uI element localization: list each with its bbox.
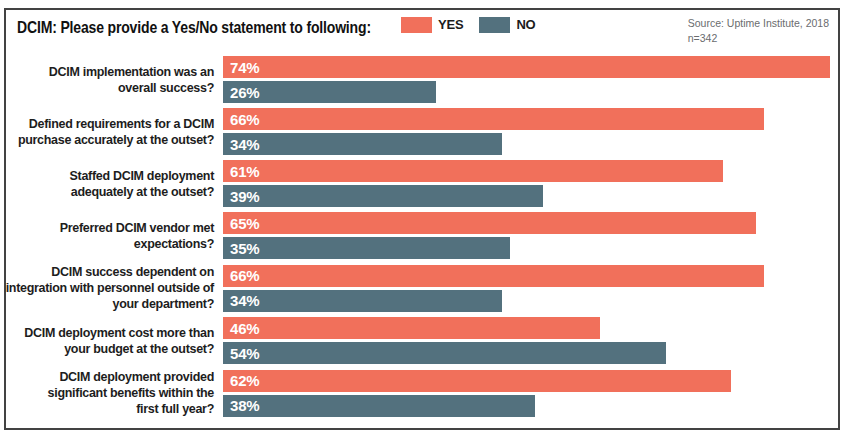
no-value-label: 38% [230,397,259,414]
yes-bar: 62% [223,370,731,392]
no-bar: 34% [223,133,502,155]
legend-no-swatch [479,17,510,33]
question-label-line: your department? [113,296,214,312]
source-note: Source: Uptime Institute, 2018 n=342 [688,16,829,45]
question-row: DCIM deployment providedsignificant bene… [6,369,838,417]
yes-bar: 61% [223,160,723,182]
question-label-line: DCIM deployment provided [59,369,214,385]
source-line: Source: Uptime Institute, 2018 [688,16,829,31]
bar-pair: 74%26% [223,56,830,103]
yes-value-label: 61% [230,163,259,180]
bar-chart: DCIM implementation was anoverall succes… [6,56,838,417]
no-value-label: 34% [230,292,259,309]
question-row: DCIM deployment cost more thanyour budge… [6,317,838,364]
yes-value-label: 65% [230,215,259,232]
question-label-line: integration with personnel outside of [6,280,214,296]
yes-value-label: 46% [230,320,259,337]
yes-bar: 66% [223,108,764,130]
question-label-line: purchase accurately at the outset? [18,132,214,148]
no-value-label: 26% [230,84,259,101]
question-label: DCIM deployment providedsignificant bene… [6,369,223,417]
chart-title: DCIM: Please provide a Yes/No statement … [17,18,371,37]
no-value-label: 35% [230,240,259,257]
question-label: DCIM implementation was anoverall succes… [6,64,223,96]
no-bar: 38% [223,395,535,417]
question-label-line: significant benefits within the [48,385,214,401]
yes-bar: 66% [223,265,764,287]
bar-pair: 46%54% [223,317,666,364]
question-row: DCIM implementation was anoverall succes… [6,56,838,103]
yes-bar: 46% [223,317,600,339]
question-label-line: overall success? [118,80,214,96]
question-row: DCIM success dependent onintegration wit… [6,264,838,312]
question-row: Preferred DCIM vendor metexpectations?65… [6,212,838,259]
bar-pair: 62%38% [223,370,731,417]
question-label-line: DCIM deployment cost more than [24,325,214,341]
legend-yes-label: YES [438,17,463,32]
yes-bar: 74% [223,56,830,78]
question-label: Preferred DCIM vendor metexpectations? [6,220,223,252]
yes-value-label: 66% [230,111,259,128]
yes-value-label: 62% [230,372,259,389]
yes-value-label: 66% [230,267,259,284]
question-label-line: Staffed DCIM deployment [70,168,215,184]
no-bar: 26% [223,81,436,103]
question-label-line: DCIM implementation was an [49,64,214,80]
question-label-line: adequately at the outset? [71,184,214,200]
question-label-line: DCIM success dependent on [51,264,214,280]
bar-pair: 65%35% [223,212,756,259]
question-label: DCIM success dependent onintegration wit… [6,264,223,312]
question-label-line: your budget at the outset? [64,341,214,357]
question-label-line: expectations? [134,236,214,252]
question-label: Staffed DCIM deploymentadequately at the… [6,168,223,200]
question-row: Staffed DCIM deploymentadequately at the… [6,160,838,207]
question-label-line: first full year? [136,401,214,417]
no-value-label: 34% [230,136,259,153]
question-label: DCIM deployment cost more thanyour budge… [6,325,223,357]
no-bar: 34% [223,290,502,312]
sample-size: n=342 [688,31,829,46]
legend: YES NO [401,16,536,33]
bar-pair: 66%34% [223,265,764,312]
chart-frame: DCIM: Please provide a Yes/No statement … [4,8,840,430]
question-label-line: Defined requirements for a DCIM [29,116,214,132]
bar-pair: 61%39% [223,160,723,207]
question-row: Defined requirements for a DCIMpurchase … [6,108,838,155]
yes-value-label: 74% [230,59,259,76]
question-label: Defined requirements for a DCIMpurchase … [6,116,223,148]
no-value-label: 54% [230,345,259,362]
no-bar: 35% [223,237,510,259]
question-label-line: Preferred DCIM vendor met [60,220,214,236]
bar-pair: 66%34% [223,108,764,155]
no-value-label: 39% [230,188,259,205]
yes-bar: 65% [223,212,756,234]
no-bar: 39% [223,185,543,207]
no-bar: 54% [223,342,666,364]
legend-yes-swatch [401,17,432,33]
legend-no-label: NO [516,17,535,32]
